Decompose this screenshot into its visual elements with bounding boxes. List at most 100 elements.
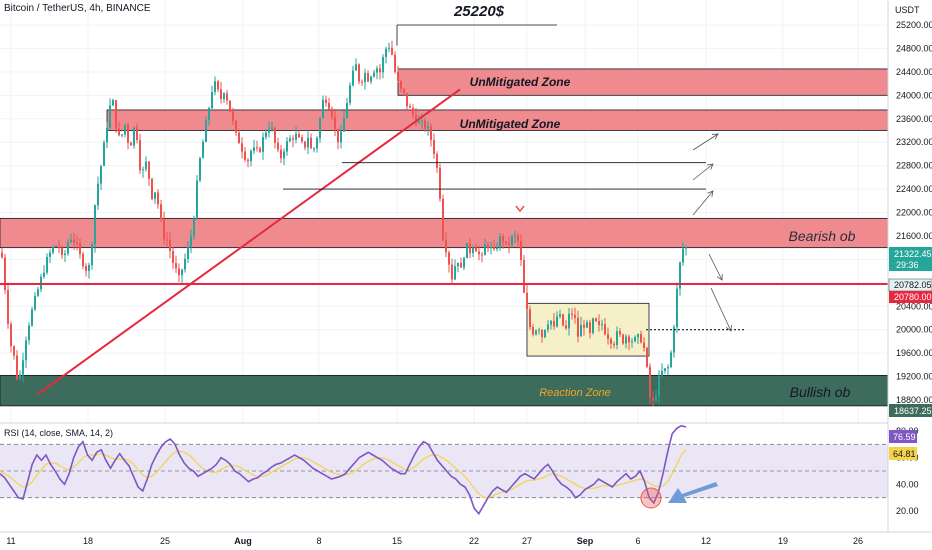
candle-body xyxy=(556,316,558,327)
candle-body xyxy=(685,247,687,249)
support-b-text: 20780.00 xyxy=(894,292,932,302)
candle-body xyxy=(367,73,369,82)
candle-body xyxy=(568,313,570,329)
rsi-value-tag: 76.59 xyxy=(889,430,917,443)
candle-body xyxy=(211,91,213,109)
candle-body xyxy=(136,127,138,140)
candle-body xyxy=(466,242,468,259)
candle-body xyxy=(418,121,420,124)
current-price-tag: 21322.45 29:36 xyxy=(889,247,932,271)
candle-body xyxy=(520,241,522,260)
candle-body xyxy=(613,343,615,345)
unmitigated-zone-2-label: UnMitigated Zone xyxy=(460,117,561,131)
time-tick-label: Aug xyxy=(234,536,252,546)
candle-body xyxy=(268,129,270,133)
candle-body xyxy=(430,126,432,141)
candle-body xyxy=(157,192,159,205)
candle-body xyxy=(67,242,69,254)
candle-body xyxy=(532,327,534,335)
candle-body xyxy=(553,320,555,327)
candle-body xyxy=(172,250,174,264)
support-tag-a: 20782.05 xyxy=(888,278,932,292)
candle-body xyxy=(253,147,255,152)
price-axis[interactable]: 25200.00 24800.00 24400.00 24000.00 23600.00… xyxy=(896,20,932,405)
rsi-tick-label: 40.00 xyxy=(896,479,919,489)
candle-body xyxy=(574,314,576,318)
candle-body xyxy=(409,106,411,108)
candle-body xyxy=(634,337,636,342)
candle-body xyxy=(346,102,348,119)
candle-body xyxy=(142,169,144,171)
candle-body xyxy=(577,317,579,337)
price-tick-label: 20400.00 xyxy=(896,301,932,311)
candle-body xyxy=(235,120,237,133)
candle-body xyxy=(28,325,30,341)
trend-line xyxy=(37,88,461,395)
projection-arrow xyxy=(692,133,719,151)
candle-body xyxy=(175,263,177,269)
candle-body xyxy=(631,341,633,343)
candle-body xyxy=(376,68,378,73)
candle-body xyxy=(610,338,612,344)
bearish-ob-label: Bearish ob xyxy=(789,228,856,244)
candle-body xyxy=(385,48,387,58)
low-price-text: 18637.25 xyxy=(894,406,932,416)
candle-body xyxy=(652,397,654,401)
candle-body xyxy=(361,81,363,83)
candle-body xyxy=(328,102,330,109)
candle-body xyxy=(571,313,573,315)
candle-body xyxy=(262,137,264,152)
candle-body xyxy=(508,243,510,245)
candle-body xyxy=(256,147,258,149)
time-tick-label: 11 xyxy=(6,536,15,546)
candle-body xyxy=(277,142,279,150)
candle-body xyxy=(565,325,567,329)
projection-arrow xyxy=(710,287,732,332)
candle-body xyxy=(478,251,480,255)
candle-body xyxy=(280,149,282,159)
rsi-ma-text: 64.81 xyxy=(893,449,916,459)
price-tick-label: 18800.00 xyxy=(896,395,932,405)
candle-body xyxy=(232,111,234,121)
candle-body xyxy=(331,108,333,117)
candle-body xyxy=(205,120,207,142)
projection-arrowhead xyxy=(707,163,714,170)
candle-body xyxy=(196,180,198,219)
candle-body xyxy=(31,309,33,326)
candle-body xyxy=(181,269,183,276)
candle-body xyxy=(598,321,600,325)
candle-body xyxy=(64,253,66,256)
rsi-pane xyxy=(0,424,888,516)
projection-arrowhead xyxy=(725,324,732,332)
rsi-value-text: 76.59 xyxy=(893,432,916,442)
candle-body xyxy=(94,205,96,245)
time-tick-label: 22 xyxy=(469,536,479,546)
candles-layer xyxy=(1,40,687,407)
price-tick-label: 20000.00 xyxy=(896,325,932,335)
candle-body xyxy=(46,256,48,273)
candle-body xyxy=(502,236,504,242)
reaction-zone-label: Reaction Zone xyxy=(539,387,611,399)
candle-body xyxy=(193,218,195,237)
candle-body xyxy=(451,264,453,280)
candle-body xyxy=(580,324,582,337)
time-axis[interactable]: 11 18 25 Aug 8 15 22 27 Sep 6 12 19 26 xyxy=(6,536,863,546)
candle-body xyxy=(208,108,210,121)
candle-body xyxy=(676,288,678,328)
candle-body xyxy=(607,334,609,339)
symbol-title: Bitcoin / TetherUS, 4h, BINANCE xyxy=(4,3,151,14)
candle-body xyxy=(424,120,426,129)
candle-body xyxy=(439,167,441,199)
candle-body xyxy=(667,367,669,369)
candle-body xyxy=(475,247,477,252)
candle-body xyxy=(601,324,603,326)
candle-body xyxy=(10,323,12,347)
candle-body xyxy=(169,240,171,251)
candle-body xyxy=(298,133,300,138)
projection-arrow xyxy=(692,163,714,181)
candle-body xyxy=(79,243,81,255)
candle-body xyxy=(316,138,318,149)
price-tick-label: 19600.00 xyxy=(896,348,932,358)
candle-body xyxy=(121,134,123,136)
